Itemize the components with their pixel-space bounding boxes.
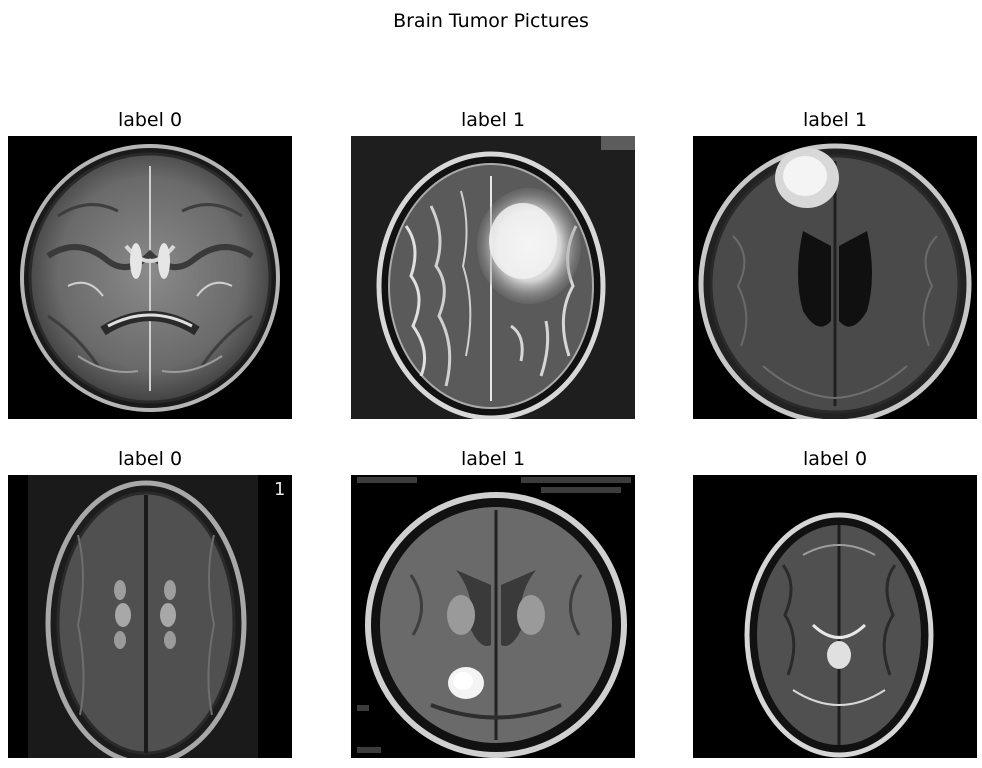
panel-label-1: label 0 (8, 108, 292, 132)
mri-scan-image-2 (351, 136, 635, 419)
slice-number-label: 1 (274, 479, 285, 500)
mri-scan-image-1 (8, 136, 292, 419)
panel-label-4: label 0 (8, 447, 292, 471)
panel-label-2: label 1 (351, 108, 635, 132)
mri-scan-image-6 (693, 475, 977, 758)
mri-scan-image-4: 1 (8, 475, 292, 758)
panel-label-6: label 0 (693, 447, 977, 471)
panel-label-3: label 1 (693, 108, 977, 132)
mri-scan-image-3 (693, 136, 977, 419)
mri-scan-image-5 (351, 475, 635, 758)
figure-title: Brain Tumor Pictures (0, 8, 982, 34)
panel-label-5: label 1 (351, 447, 635, 471)
